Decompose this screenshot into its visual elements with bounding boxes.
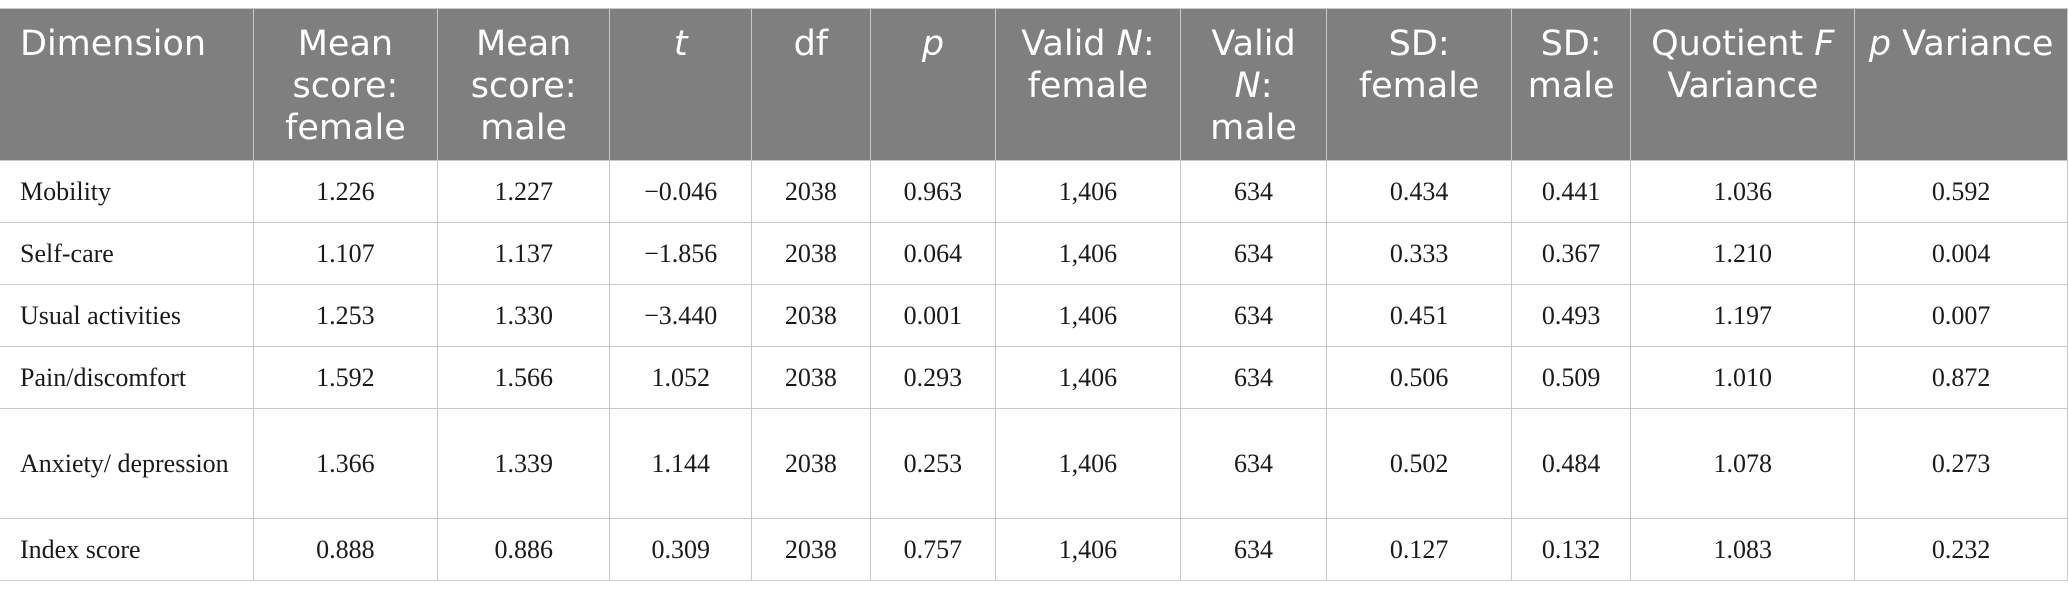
header-t: t: [609, 8, 752, 161]
cell-mean-male: 1.339: [437, 408, 611, 519]
cell-t: 0.309: [609, 518, 753, 581]
cell-valid-n-male: 634: [1179, 160, 1328, 223]
header-row: Dimension Mean score: female Mean score:…: [0, 8, 2068, 161]
cell-df: 2038: [751, 284, 871, 347]
cell-p-variance: 0.273: [1854, 408, 2068, 519]
header-df: df: [751, 8, 871, 161]
cell-mean-female: 1.226: [252, 160, 439, 223]
cell-df: 2038: [751, 518, 871, 581]
row-label: Self-care: [0, 222, 254, 285]
cell-p: 0.963: [869, 160, 997, 223]
cell-p-variance: 0.004: [1854, 222, 2068, 285]
cell-p: 0.064: [869, 222, 997, 285]
cell-t: 1.144: [609, 408, 753, 519]
header-mean-score-male: Mean score: male: [437, 8, 610, 161]
cell-p: 0.001: [869, 284, 997, 347]
cell-valid-n-male: 634: [1179, 222, 1328, 285]
cell-valid-n-female: 1,406: [995, 284, 1181, 347]
cell-p-variance: 0.007: [1854, 284, 2068, 347]
table-row: Index score 0.888 0.886 0.309 2038 0.757…: [0, 518, 2068, 581]
cell-sd-male: 0.367: [1510, 222, 1632, 285]
cell-quotient-f-variance: 1.078: [1630, 408, 1856, 519]
cell-sd-female: 0.127: [1326, 518, 1512, 581]
cell-sd-female: 0.434: [1326, 160, 1512, 223]
cell-quotient-f-variance: 1.083: [1630, 518, 1856, 581]
table-row: Pain/discomfort 1.592 1.566 1.052 2038 0…: [0, 346, 2068, 409]
header-mean-score-female: Mean score: female: [252, 8, 438, 161]
cell-valid-n-male: 634: [1179, 518, 1328, 581]
cell-mean-male: 1.227: [437, 160, 611, 223]
header-valid-n-female: Valid N: female: [995, 8, 1181, 161]
cell-mean-male: 0.886: [437, 518, 611, 581]
cell-mean-male: 1.137: [437, 222, 611, 285]
cell-t: −1.856: [609, 222, 753, 285]
cell-mean-male: 1.566: [437, 346, 611, 409]
row-label: Mobility: [0, 160, 254, 223]
table-row: Self-care 1.107 1.137 −1.856 2038 0.064 …: [0, 222, 2068, 285]
row-label: Index score: [0, 518, 254, 581]
cell-sd-female: 0.333: [1326, 222, 1512, 285]
table-container: Dimension Mean score: female Mean score:…: [0, 8, 2068, 581]
cell-p: 0.253: [869, 408, 997, 519]
cell-quotient-f-variance: 1.210: [1630, 222, 1856, 285]
header-p-variance: p Variance: [1854, 8, 2068, 161]
cell-sd-male: 0.132: [1510, 518, 1632, 581]
cell-p-variance: 0.592: [1854, 160, 2068, 223]
cell-sd-male: 0.441: [1510, 160, 1632, 223]
cell-valid-n-female: 1,406: [995, 160, 1181, 223]
cell-quotient-f-variance: 1.036: [1630, 160, 1856, 223]
row-label: Usual activities: [0, 284, 254, 347]
cell-valid-n-female: 1,406: [995, 222, 1181, 285]
cell-df: 2038: [751, 408, 871, 519]
table-row: Usual activities 1.253 1.330 −3.440 2038…: [0, 284, 2068, 347]
cell-valid-n-female: 1,406: [995, 518, 1181, 581]
results-table: Dimension Mean score: female Mean score:…: [0, 8, 2068, 581]
cell-sd-female: 0.506: [1326, 346, 1512, 409]
cell-df: 2038: [751, 160, 871, 223]
cell-mean-female: 1.253: [252, 284, 439, 347]
cell-sd-male: 0.484: [1510, 408, 1632, 519]
cell-valid-n-male: 634: [1179, 346, 1328, 409]
cell-t: −3.440: [609, 284, 753, 347]
table-row: Anxiety/ depression 1.366 1.339 1.144 20…: [0, 408, 2068, 519]
cell-mean-female: 0.888: [252, 518, 439, 581]
cell-t: 1.052: [609, 346, 753, 409]
cell-sd-male: 0.509: [1510, 346, 1632, 409]
cell-quotient-f-variance: 1.197: [1630, 284, 1856, 347]
cell-mean-male: 1.330: [437, 284, 611, 347]
cell-p-variance: 0.232: [1854, 518, 2068, 581]
cell-valid-n-male: 634: [1179, 408, 1328, 519]
header-valid-n-male: Valid N: male: [1179, 8, 1327, 161]
cell-p-variance: 0.872: [1854, 346, 2068, 409]
cell-p: 0.293: [869, 346, 997, 409]
cell-p: 0.757: [869, 518, 997, 581]
header-quotient-f-variance: Quotient F Variance: [1630, 8, 1855, 161]
cell-valid-n-male: 634: [1179, 284, 1328, 347]
header-sd-male: SD: male: [1510, 8, 1631, 161]
cell-valid-n-female: 1,406: [995, 346, 1181, 409]
header-p: p: [869, 8, 996, 161]
row-label: Pain/discomfort: [0, 346, 254, 409]
cell-valid-n-female: 1,406: [995, 408, 1181, 519]
cell-sd-female: 0.502: [1326, 408, 1512, 519]
cell-mean-female: 1.592: [252, 346, 439, 409]
cell-sd-male: 0.493: [1510, 284, 1632, 347]
header-dimension: Dimension: [0, 8, 254, 161]
cell-t: −0.046: [609, 160, 753, 223]
row-label: Anxiety/ depression: [0, 408, 254, 519]
cell-sd-female: 0.451: [1326, 284, 1512, 347]
cell-mean-female: 1.107: [252, 222, 439, 285]
cell-df: 2038: [751, 222, 871, 285]
cell-quotient-f-variance: 1.010: [1630, 346, 1856, 409]
cell-df: 2038: [751, 346, 871, 409]
table-row: Mobility 1.226 1.227 −0.046 2038 0.963 1…: [0, 160, 2068, 223]
header-sd-female: SD: female: [1326, 8, 1512, 161]
cell-mean-female: 1.366: [252, 408, 439, 519]
